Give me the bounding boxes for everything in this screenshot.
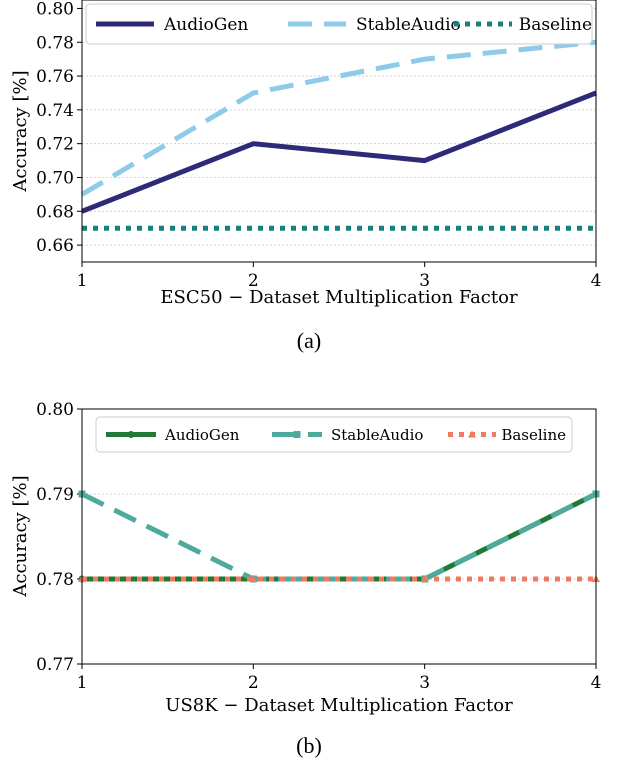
y-tick-label: 0.80 xyxy=(36,0,74,19)
y-tick-label: 0.80 xyxy=(36,400,74,420)
y-tick-label: 0.76 xyxy=(36,67,74,87)
legend-label-audiogen: AudioGen xyxy=(163,15,248,35)
legend-marker xyxy=(468,430,476,438)
y-tick-label: 0.77 xyxy=(36,655,74,675)
figure-caption: (b) xyxy=(296,733,322,758)
legend: AudioGen StableAudio Baseline xyxy=(95,416,573,453)
legend-marker xyxy=(127,431,135,438)
data-point xyxy=(249,575,258,582)
y-tick-label: 0.78 xyxy=(36,570,74,590)
y-tick-label: 0.70 xyxy=(36,168,74,188)
x-tick-label: 2 xyxy=(248,271,259,291)
legend-label-stableaudio: StableAudio xyxy=(356,15,461,35)
legend-marker xyxy=(293,431,301,438)
x-axis-label: ESC50 − Dataset Multiplication Factor xyxy=(160,287,518,308)
y-tick-label: 0.66 xyxy=(36,236,74,256)
legend-label-audiogen: AudioGen xyxy=(164,426,240,444)
x-tick-label: 2 xyxy=(248,673,259,693)
data-point xyxy=(420,575,429,582)
y-tick-label: 0.78 xyxy=(36,33,74,53)
series-line-audiogen xyxy=(81,90,597,214)
x-tick-label: 3 xyxy=(419,271,430,291)
chart-b: 0.77 0.78 0.79 0.80 1 2 3 4 US8K − Dataset Multi… xyxy=(10,400,601,758)
y-axis-label: Accuracy [%] xyxy=(10,475,31,597)
x-tick-label: 1 xyxy=(77,271,88,291)
legend: AudioGen StableAudio Baseline xyxy=(85,3,593,45)
y-tick-label: 0.68 xyxy=(36,202,74,222)
x-axis-label: US8K − Dataset Multiplication Factor xyxy=(165,695,513,716)
legend-label-baseline: Baseline xyxy=(519,15,592,35)
x-tick-label: 4 xyxy=(591,271,602,291)
y-tick-label: 0.79 xyxy=(36,485,74,505)
chart-a: 0.66 0.68 0.70 0.72 0.74 0.76 0.78 0.80 1 2 3 4 ESC5… xyxy=(10,0,601,353)
x-tick-label: 1 xyxy=(77,673,88,693)
legend-box xyxy=(95,416,573,453)
series-line-stableaudio xyxy=(80,39,597,197)
legend-label-baseline: Baseline xyxy=(501,426,566,444)
y-tick-label: 0.72 xyxy=(36,135,74,155)
y-tick-label: 0.74 xyxy=(36,101,74,121)
x-tick-label: 4 xyxy=(591,673,602,693)
plot-frame xyxy=(81,0,597,263)
plot-frame xyxy=(81,408,597,665)
y-axis-label: Accuracy [%] xyxy=(10,70,31,192)
figure-caption: (a) xyxy=(297,328,321,353)
legend-label-stableaudio: StableAudio xyxy=(331,426,423,444)
series-line-stableaudio xyxy=(80,491,598,582)
series-line-audiogen xyxy=(82,491,598,582)
x-tick-label: 3 xyxy=(419,673,430,693)
